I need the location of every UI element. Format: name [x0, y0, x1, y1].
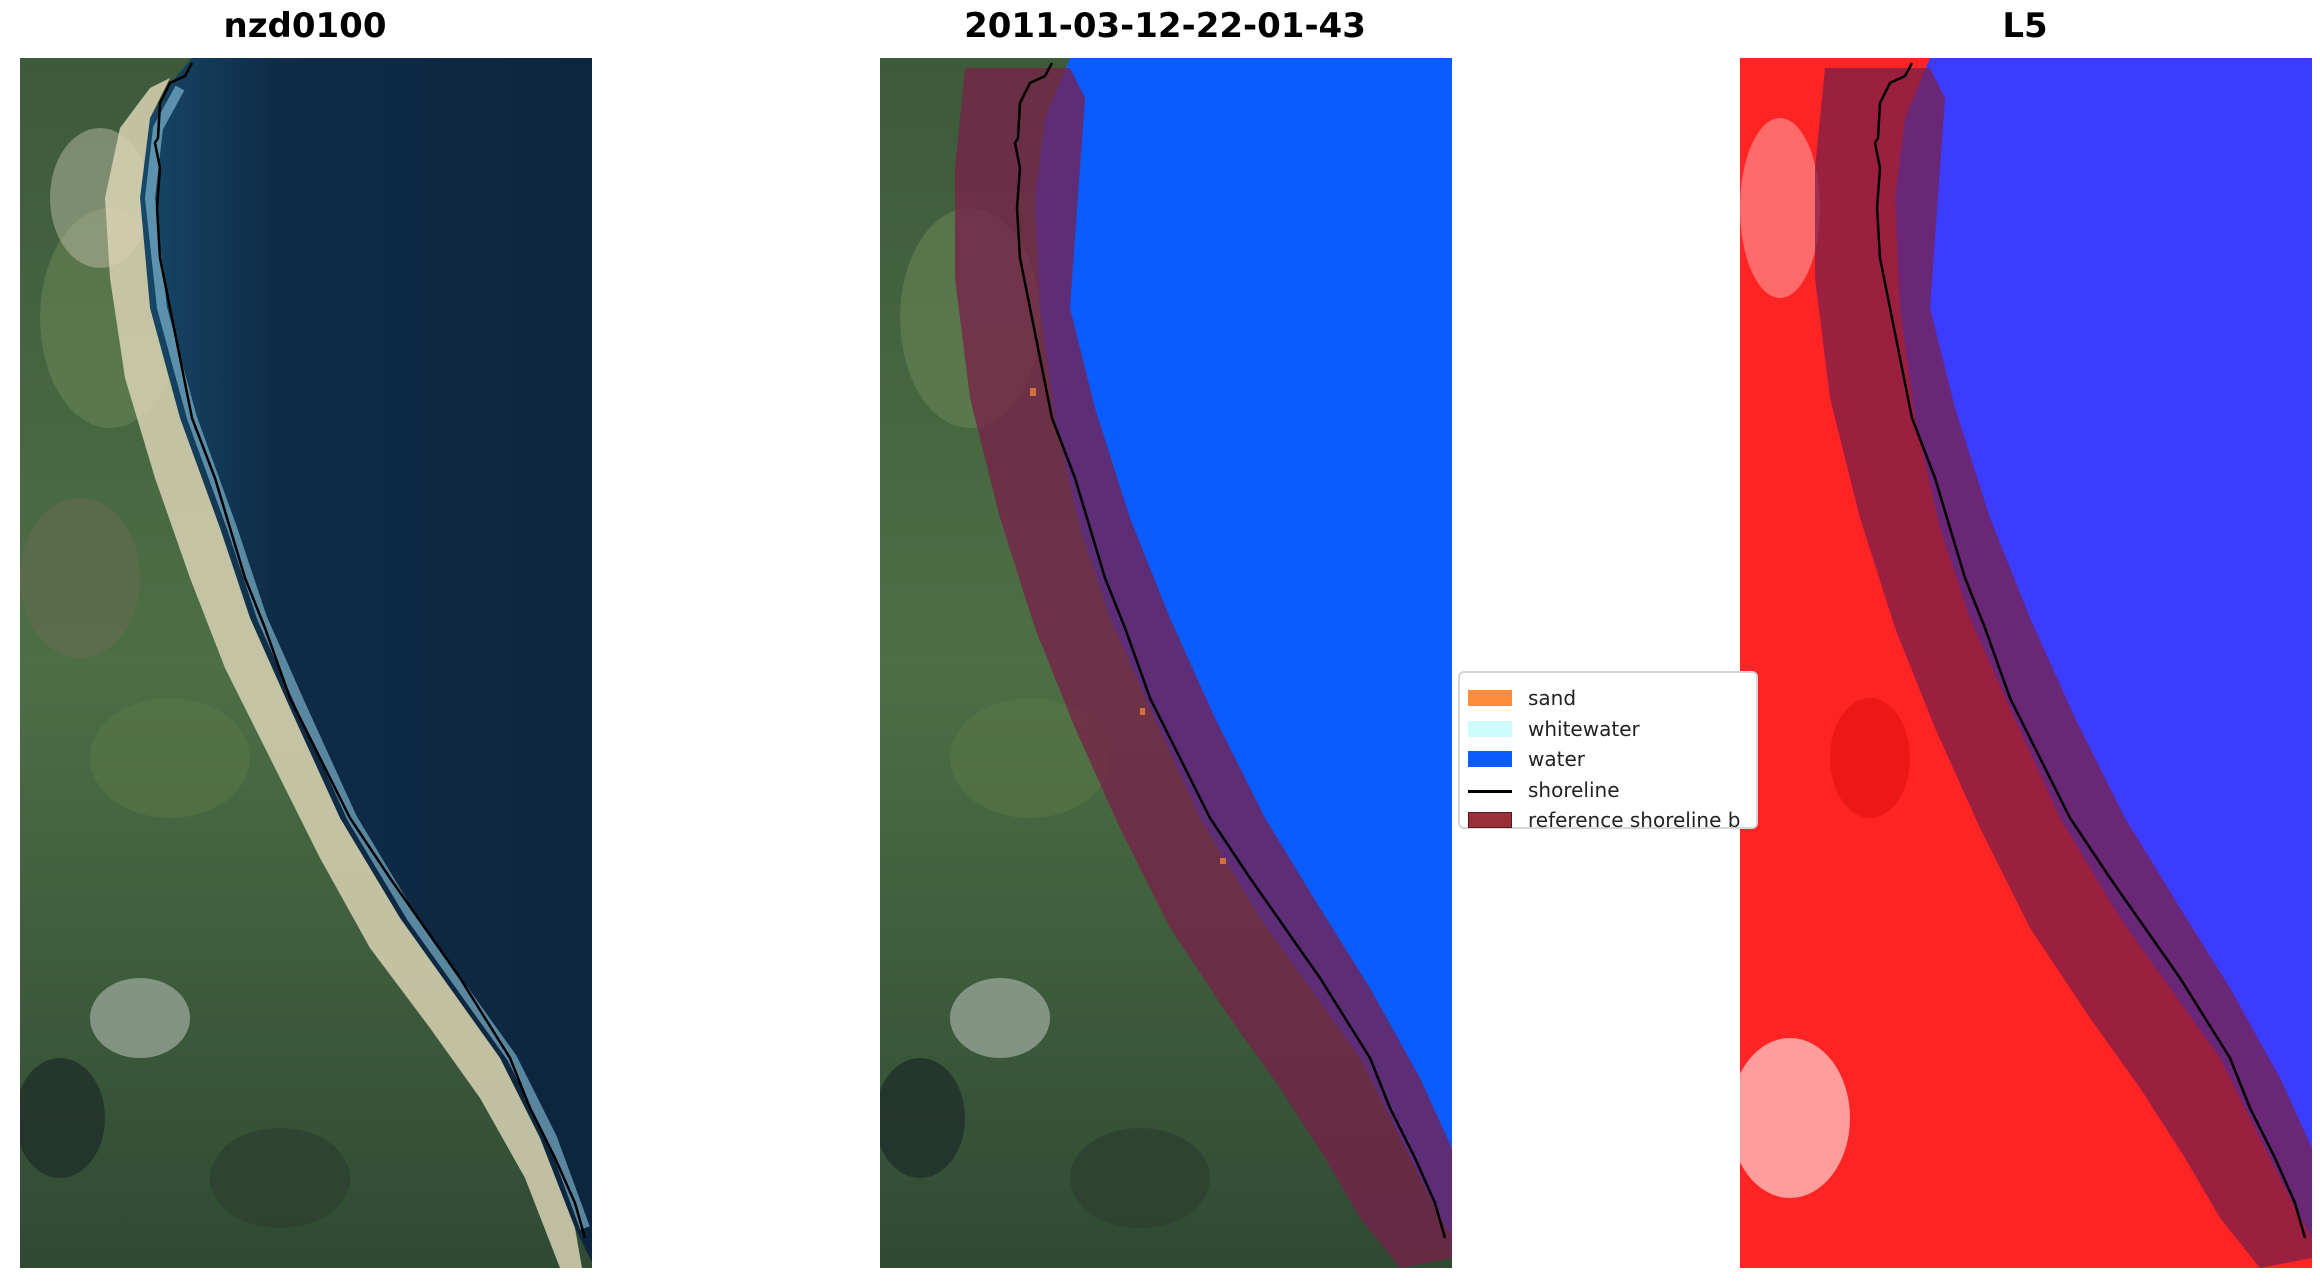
legend-swatch-water — [1468, 751, 1512, 768]
shoreline-line-index — [1873, 62, 2307, 1239]
legend-item-shoreline: shoreline — [1460, 775, 1756, 806]
shoreline-line-classified — [1013, 62, 1447, 1239]
classification-panel — [880, 58, 1452, 1268]
legend: sand whitewater water shoreline referenc… — [1458, 671, 1758, 832]
rgb-image-panel — [20, 58, 592, 1268]
legend-swatch-whitewater — [1468, 720, 1512, 737]
legend-swatch-shoreline — [1468, 789, 1512, 793]
legend-label-shoreline: shoreline — [1528, 777, 1620, 802]
legend-label-whitewater: whitewater — [1528, 716, 1640, 741]
legend-swatch-reference-buffer — [1468, 812, 1512, 829]
legend-item-reference-buffer: reference shoreline b — [1460, 805, 1756, 836]
legend-label-water: water — [1528, 747, 1585, 772]
panel-title-classified: 2011-03-12-22-01-43 — [964, 6, 1366, 46]
legend-item-water: water — [1460, 744, 1756, 775]
classified-image — [880, 58, 1452, 1268]
panel-title-index: L5 — [2002, 6, 2048, 46]
legend-label-sand: sand — [1528, 686, 1577, 711]
legend-item-whitewater: whitewater — [1460, 714, 1756, 745]
legend-label-reference-buffer: reference shoreline b — [1528, 808, 1741, 833]
rgb-satellite-image — [20, 58, 592, 1268]
index-panel — [1740, 58, 2312, 1268]
shoreline-line — [153, 62, 587, 1239]
panel-title-rgb: nzd0100 — [223, 6, 387, 46]
legend-item-sand: sand — [1460, 683, 1756, 714]
index-image — [1740, 58, 2312, 1268]
legend-swatch-sand — [1468, 690, 1512, 707]
